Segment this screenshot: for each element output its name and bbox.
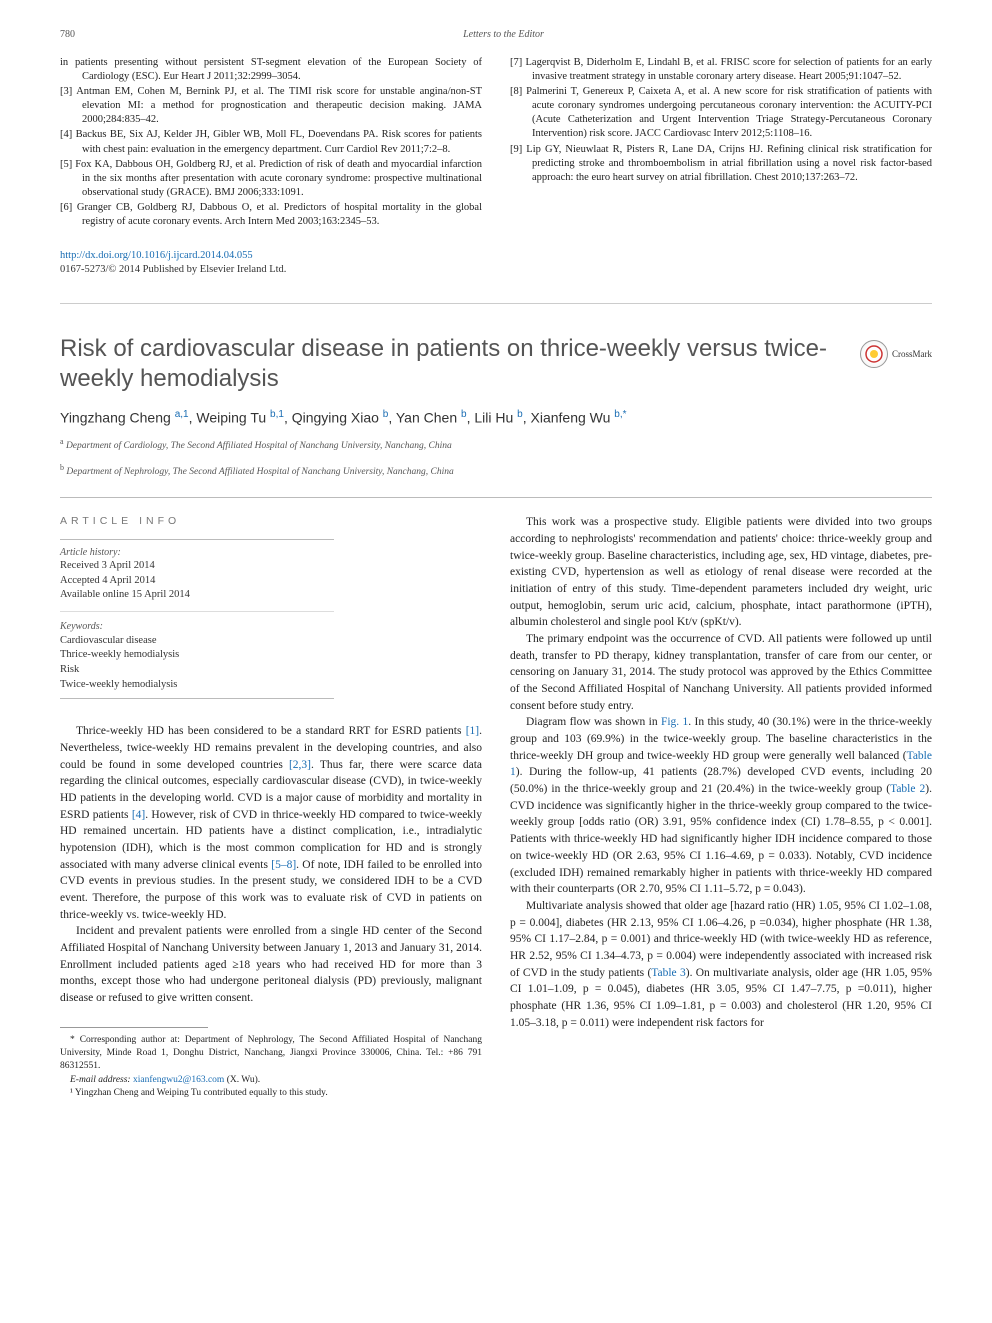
keyword: Risk bbox=[60, 663, 334, 678]
keywords-label: Keywords: bbox=[60, 620, 334, 634]
crossmark-label: CrossMark bbox=[892, 348, 932, 360]
keyword: Twice-weekly hemodialysis bbox=[60, 678, 334, 693]
reference-item: in patients presenting without persisten… bbox=[60, 56, 482, 84]
running-title: Letters to the Editor bbox=[463, 28, 544, 42]
affiliation: b Department of Nephrology, The Second A… bbox=[60, 463, 932, 479]
body-paragraph: Thrice-weekly HD has been considered to … bbox=[60, 723, 482, 923]
copyright-text: 0167-5273/© 2014 Published by Elsevier I… bbox=[60, 264, 286, 275]
footnote-rule bbox=[60, 1027, 208, 1028]
article-info-heading: ARTICLE INFO bbox=[60, 514, 482, 528]
body-paragraph: Diagram flow was shown in Fig. 1. In thi… bbox=[510, 714, 932, 897]
reference-item: [6] Granger CB, Goldberg RJ, Dabbous O, … bbox=[60, 201, 482, 229]
crossmark-badge[interactable]: CrossMark bbox=[860, 340, 932, 368]
running-head: 780 Letters to the Editor bbox=[60, 28, 932, 42]
keyword: Cardiovascular disease bbox=[60, 634, 334, 649]
body-paragraph: Incident and prevalent patients were enr… bbox=[60, 923, 482, 1006]
reference-item: [7] Lagerqvist B, Diderholm E, Lindahl B… bbox=[510, 56, 932, 84]
history-line: Accepted 4 April 2014 bbox=[60, 574, 334, 589]
references-block: in patients presenting without persisten… bbox=[60, 56, 932, 231]
reference-item: [4] Backus BE, Six AJ, Kelder JH, Gibler… bbox=[60, 128, 482, 156]
reference-item: [9] Lip GY, Nieuwlaat R, Pisters R, Lane… bbox=[510, 143, 932, 186]
crossmark-icon bbox=[860, 340, 888, 368]
header-rule bbox=[60, 497, 932, 498]
email-link[interactable]: xianfengwu2@163.com bbox=[133, 1075, 224, 1085]
affiliation: a Department of Cardiology, The Second A… bbox=[60, 437, 932, 453]
doi-block: http://dx.doi.org/10.1016/j.ijcard.2014.… bbox=[60, 249, 932, 277]
authors-line: Yingzhang Cheng a,1, Weiping Tu b,1, Qin… bbox=[60, 408, 932, 428]
equal-contrib-footnote: ¹ Yingzhan Cheng and Weiping Tu contribu… bbox=[60, 1087, 482, 1100]
reference-item: [8] Palmerini T, Genereux P, Caixeta A, … bbox=[510, 85, 932, 142]
history-line: Available online 15 April 2014 bbox=[60, 588, 334, 603]
email-footnote: E-mail address: xianfengwu2@163.com (X. … bbox=[60, 1074, 482, 1087]
reference-item: [5] Fox KA, Dabbous OH, Goldberg RJ, et … bbox=[60, 158, 482, 201]
body-paragraph: This work was a prospective study. Eligi… bbox=[510, 514, 932, 631]
doi-link[interactable]: http://dx.doi.org/10.1016/j.ijcard.2014.… bbox=[60, 250, 253, 261]
body-paragraph: The primary endpoint was the occurrence … bbox=[510, 631, 932, 714]
body-paragraph: Multivariate analysis showed that older … bbox=[510, 898, 932, 1031]
article-divider bbox=[60, 303, 932, 304]
article-title: Risk of cardiovascular disease in patien… bbox=[60, 334, 844, 394]
history-label: Article history: bbox=[60, 546, 334, 560]
page-number: 780 bbox=[60, 28, 75, 42]
reference-item: [3] Antman EM, Cohen M, Bernink PJ, et a… bbox=[60, 85, 482, 128]
corresponding-footnote: * Corresponding author at: Department of… bbox=[60, 1034, 482, 1074]
article-info-block: Article history: Received 3 April 2014Ac… bbox=[60, 539, 334, 700]
keyword: Thrice-weekly hemodialysis bbox=[60, 648, 334, 663]
history-line: Received 3 April 2014 bbox=[60, 559, 334, 574]
